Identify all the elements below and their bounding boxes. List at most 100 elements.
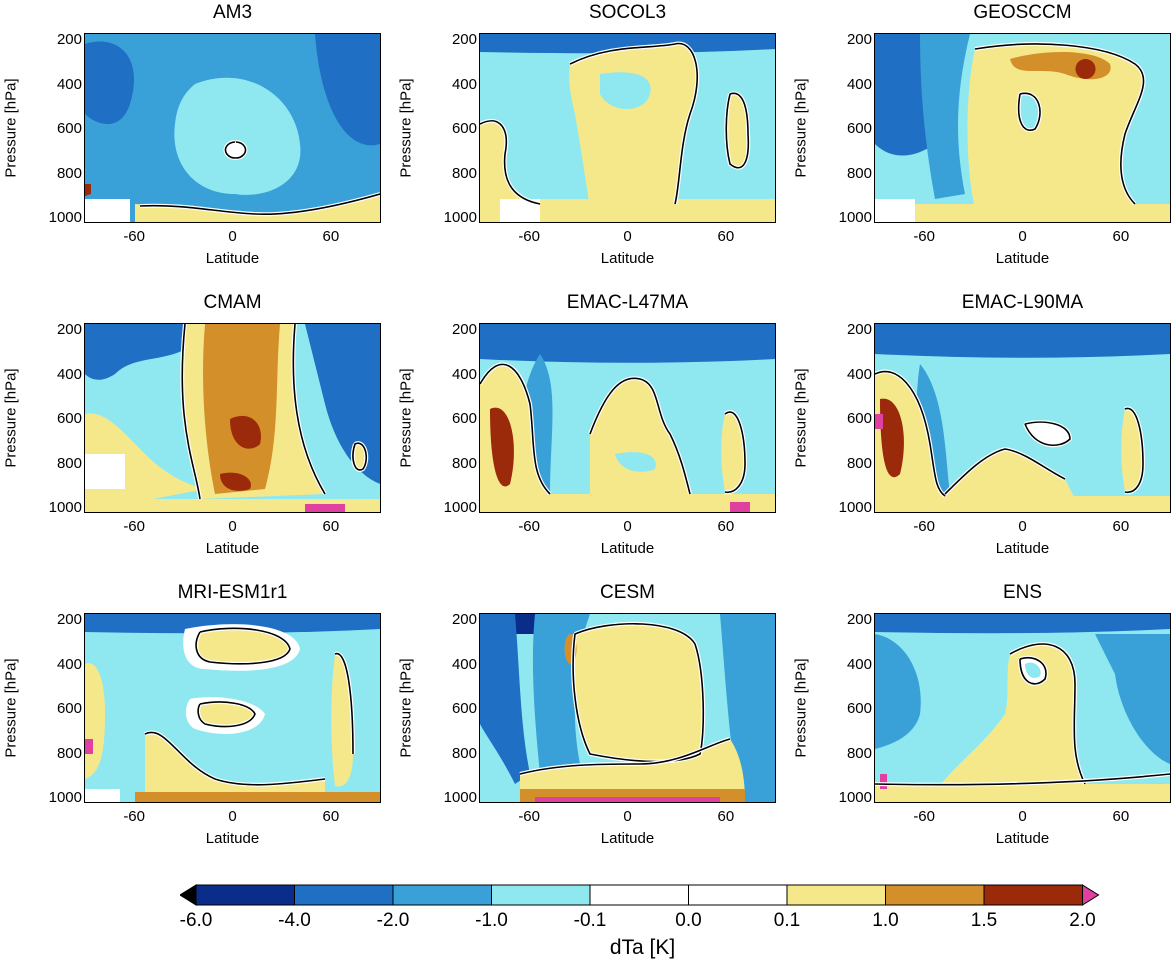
x-tick-label: 0 <box>1018 808 1027 825</box>
y-tick-label: 1000 <box>48 789 82 806</box>
panel-title: GEOSCCM <box>973 2 1072 23</box>
y-tick-label: 400 <box>56 655 82 673</box>
colorbar-tick-label: -2.0 <box>376 910 410 931</box>
panel-ens: ENS Pressure [hPa] 200 400 600 800 1000 -60 0 60 L… <box>790 580 1171 870</box>
panel-title: MRI-ESM1r1 <box>177 582 288 603</box>
colorbar-tick-label: -6.0 <box>179 910 213 931</box>
panel-title: CESM <box>600 582 655 603</box>
contour-region <box>85 739 93 754</box>
contour-region <box>875 34 935 156</box>
y-tick-label: 1000 <box>443 789 477 806</box>
contour-region <box>535 797 720 802</box>
x-tick-label: 60 <box>1112 808 1130 825</box>
colorbar-tick-label: 2.0 <box>1069 910 1096 931</box>
panel-title: EMAC-L47MA <box>566 292 689 313</box>
x-tick-label: 0 <box>228 518 237 535</box>
x-tick-label: 60 <box>717 808 735 825</box>
contour-line <box>1017 92 1041 131</box>
panel-emac-l47ma: EMAC-L47MA Pressure [hPa] 200 400 600 800 1000… <box>395 290 785 580</box>
x-tick-label: 0 <box>1018 228 1027 245</box>
x-axis-label: Latitude <box>600 540 655 557</box>
y-tick-label: 600 <box>451 120 477 137</box>
contour-region <box>875 614 1170 634</box>
y-axis-label: Pressure [hPa] <box>792 658 810 758</box>
contour-region <box>726 93 749 168</box>
contour-fill-svg <box>85 34 380 222</box>
x-tick-label: 60 <box>322 518 340 535</box>
y-tick-label: 800 <box>56 744 82 762</box>
colorbar-segment <box>392 884 492 906</box>
panel-mri-esm1r1: MRI-ESM1r1 Pressure [hPa] 200 400 600 800 1000… <box>0 580 390 870</box>
contour-line <box>480 363 551 495</box>
y-tick-label: 1000 <box>838 209 872 226</box>
x-tick-label: -60 <box>123 808 145 825</box>
y-tick-label: 400 <box>451 655 477 673</box>
panel-title: CMAM <box>203 292 262 313</box>
colorbar-tick-label: -0.1 <box>573 910 607 931</box>
x-axis-label: Latitude <box>205 540 260 557</box>
y-tick-label: 200 <box>56 321 82 338</box>
contour-line <box>875 773 1170 786</box>
y-tick-label: 400 <box>846 75 872 93</box>
colorbar-segment <box>589 884 689 906</box>
colorbar-tick-label: 1.5 <box>970 910 998 931</box>
contour-region <box>85 324 195 380</box>
x-tick-label: -60 <box>913 228 935 245</box>
y-tick-label: 1000 <box>443 209 477 226</box>
colorbar-segment <box>195 884 295 906</box>
panel-title: ENS <box>1002 582 1043 603</box>
y-tick-label: 400 <box>56 365 82 383</box>
x-tick-label: 0 <box>1018 518 1027 535</box>
x-tick-label: 60 <box>717 228 735 245</box>
y-tick-label: 200 <box>451 321 477 338</box>
y-tick-label: 600 <box>846 410 872 427</box>
contour-region <box>480 614 530 784</box>
contour-plot-area <box>479 33 776 223</box>
y-tick-label: 400 <box>846 365 872 383</box>
contour-region <box>203 324 280 494</box>
contour-region <box>85 199 130 222</box>
colorbar-segment <box>983 884 1083 906</box>
contour-region <box>196 628 290 664</box>
contour-region <box>880 774 887 789</box>
colorbar-segment <box>491 884 591 906</box>
x-tick-label: 60 <box>1112 518 1130 535</box>
contour-region <box>480 199 775 222</box>
y-tick-label: 600 <box>451 700 477 717</box>
panel-title: SOCOL3 <box>588 2 667 23</box>
y-tick-label: 400 <box>846 655 872 673</box>
panel-cmam: CMAM Pressure [hPa] 200 400 600 800 1000 -60 0 60… <box>0 290 390 580</box>
contour-region <box>875 634 921 749</box>
x-tick-label: 60 <box>717 518 735 535</box>
colorbar-label: dTa [K] <box>609 936 676 959</box>
panel-title: EMAC-L90MA <box>961 292 1084 313</box>
contour-line <box>724 411 746 493</box>
contour-region <box>1025 422 1070 446</box>
y-tick-label: 800 <box>846 164 872 182</box>
contour-region <box>875 496 1170 512</box>
contour-line <box>875 370 946 497</box>
contour-region <box>875 414 883 429</box>
panel-emac-l90ma: EMAC-L90MA Pressure [hPa] 200 400 600 800 1000… <box>790 290 1171 580</box>
contour-region <box>935 644 1085 792</box>
contour-region <box>225 142 246 158</box>
colorbar-segment <box>786 884 886 906</box>
contour-plot-area <box>84 323 381 513</box>
y-tick-label: 1000 <box>48 499 82 516</box>
x-tick-label: 0 <box>623 808 632 825</box>
contour-region <box>945 449 1075 502</box>
x-axis-label: Latitude <box>600 830 655 847</box>
contour-region <box>135 792 380 802</box>
y-tick-label: 1000 <box>443 499 477 516</box>
y-axis-label: Pressure [hPa] <box>397 658 415 758</box>
contour-line <box>480 120 541 205</box>
y-tick-label: 600 <box>56 410 82 427</box>
contour-line <box>519 738 731 775</box>
contour-fill-svg <box>875 324 1170 512</box>
contour-line <box>1024 421 1071 446</box>
contour-region <box>875 324 1170 512</box>
y-tick-label: 800 <box>451 164 477 182</box>
contour-region <box>880 398 904 478</box>
contour-region <box>1095 634 1170 764</box>
y-axis-label: Pressure [hPa] <box>792 78 810 178</box>
